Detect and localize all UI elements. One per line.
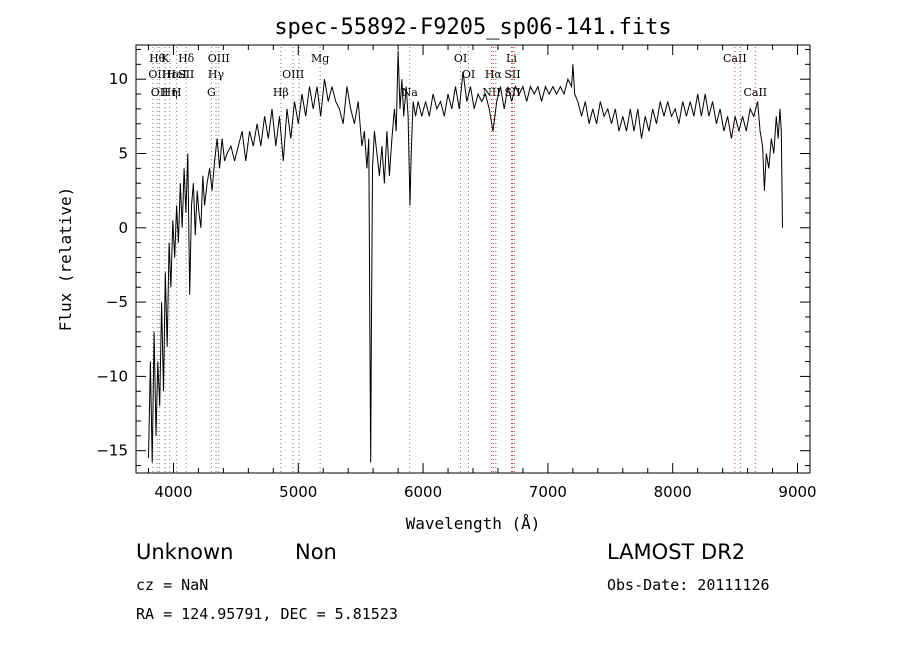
spectrum-series (148, 50, 783, 463)
line-label: SII (178, 68, 194, 81)
line-label: OII (151, 86, 169, 99)
y-tick-label: −5 (106, 293, 128, 311)
x-tick-label: 7000 (529, 483, 567, 501)
line-label: OI (462, 68, 475, 81)
line-label: H (172, 86, 182, 99)
line-label: Hα (485, 68, 503, 81)
y-tick-label: −15 (96, 442, 128, 460)
line-label: Hβ (273, 86, 289, 99)
line-label: Hθ (149, 52, 166, 65)
line-label: OI (454, 52, 467, 65)
y-axis-label: Flux (relative) (56, 187, 75, 332)
line-label: Hγ (208, 68, 225, 81)
x-tick-label: 5000 (279, 483, 317, 501)
x-tick-label: 8000 (654, 483, 692, 501)
y-tick-label: 10 (109, 70, 128, 88)
line-label: OIII (282, 68, 304, 81)
spectral-subclass: Non (295, 540, 337, 564)
y-axis: −15 −10 −5 0 5 10 (96, 48, 810, 467)
x-axis: 4000 5000 6000 7000 8000 9000 (147, 45, 817, 501)
line-label: SII (504, 68, 520, 81)
line-label: K (161, 52, 170, 65)
plot-frame (135, 44, 811, 474)
line-label: Mg (311, 52, 329, 65)
redshift-value: cz = NaN (136, 576, 209, 594)
line-label: Hε (162, 68, 178, 81)
line-label: OII (148, 68, 166, 81)
observation-date: Obs-Date: 20111126 (607, 576, 770, 594)
y-tick-label: −10 (96, 367, 128, 385)
y-tick-label: 0 (118, 219, 128, 237)
line-label: OIII (208, 52, 230, 65)
x-tick-label: 6000 (404, 483, 442, 501)
line-label: Hδ (178, 52, 195, 65)
x-tick-label: 4000 (154, 483, 192, 501)
x-axis-label: Wavelength (Å) (406, 514, 541, 533)
x-tick-label: 9000 (778, 483, 816, 501)
spectral-class: Unknown (136, 540, 234, 564)
spectral-line-markers: Hθ OII OII K Hε Hη HeI H Hδ SII G Hγ OIII Hβ OIII Mg Na O… (148, 47, 767, 473)
line-label: HeI (166, 68, 186, 81)
chart-title: spec-55892-F9205_sp06-141.fits (274, 15, 671, 40)
line-label: Li (506, 52, 517, 65)
line-label: Na (402, 86, 419, 99)
line-label: Hη (162, 86, 178, 99)
line-label: G (207, 86, 216, 99)
spectrum-line (148, 50, 783, 463)
survey-name: LAMOST DR2 (607, 540, 746, 564)
y-tick-label: 5 (118, 144, 128, 162)
line-label: CaII (723, 52, 747, 65)
line-label: CaII (743, 86, 767, 99)
coordinates: RA = 124.95791, DEC = 5.81523 (136, 605, 398, 623)
